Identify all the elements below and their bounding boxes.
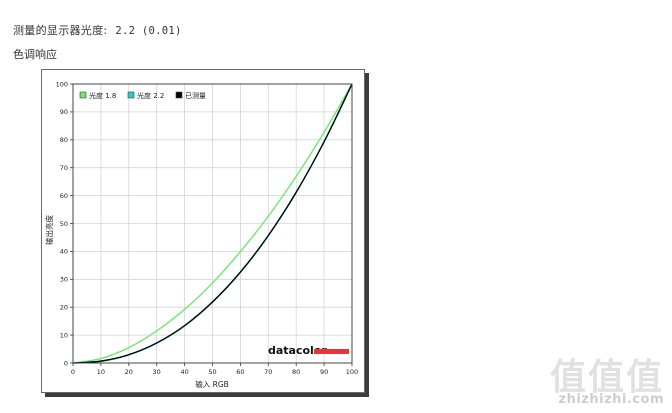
legend-swatch-3	[175, 91, 183, 99]
watermark-logo: 值值值	[549, 357, 664, 398]
chart-svg: 0 10 20 30 40 50 60 70 80 90 100 0 10 20 30 40 50 60 70 80 9…	[44, 80, 359, 389]
tone-response-chart: 0 10 20 30 40 50 60 70 80 90 100 0 10 20 30 40 50 60 70 80 9…	[41, 69, 365, 393]
chart-curves	[72, 83, 353, 364]
x-tick-label: 100	[346, 368, 358, 376]
y-tick-label: 30	[60, 276, 68, 284]
logo-text: datacolor	[268, 344, 327, 357]
x-tick-label: 50	[208, 368, 216, 376]
y-tick-label: 60	[60, 192, 68, 200]
y-tick-label: 20	[60, 304, 68, 312]
datacolor-logo: datacolor	[268, 344, 349, 357]
x-tick-label: 30	[153, 368, 161, 376]
y-tick-label: 90	[60, 108, 68, 116]
logo-bar	[314, 349, 349, 354]
y-tick-label: 50	[60, 220, 68, 228]
y-tick-label: 70	[60, 164, 68, 172]
x-tick-label: 90	[320, 368, 328, 376]
chart-legend: 光度 1.8 光度 2.2 已测量	[79, 91, 206, 100]
gamma-value: 2.2 (0.01)	[115, 25, 182, 37]
y-tick-label: 40	[60, 248, 68, 256]
y-tick-label: 10	[60, 331, 68, 339]
y-tick-label: 100	[56, 80, 68, 88]
plot-frame	[72, 83, 353, 364]
y-axis-label: 输出亮度	[44, 215, 54, 245]
legend-swatch-2	[127, 91, 135, 99]
legend-label-2: 光度 2.2	[137, 91, 164, 100]
gamma-label: 测量的显示器光度:	[13, 24, 108, 37]
gamma-heading: 测量的显示器光度: 2.2 (0.01)	[13, 22, 182, 38]
section-title: 色调响应	[13, 48, 57, 61]
x-axis-label: 输入 RGB	[195, 379, 229, 389]
y-tick-label: 80	[60, 136, 68, 144]
x-tick-label: 10	[97, 368, 105, 376]
x-tick-label: 0	[71, 368, 75, 376]
series-line-3	[72, 83, 353, 364]
legend-swatch-1	[79, 91, 87, 99]
x-tick-label: 20	[125, 368, 133, 376]
x-tick-label: 40	[180, 368, 188, 376]
legend-label-3: 已测量	[185, 92, 206, 100]
legend-label-1: 光度 1.8	[89, 91, 116, 100]
chart-axes: 0 10 20 30 40 50 60 70 80 90 100 0 10 20 30 40 50 60 70 80 9…	[56, 80, 359, 376]
chart-grid	[73, 84, 352, 363]
watermark-url: zhizhizhi.com	[558, 392, 664, 407]
x-tick-label: 80	[292, 368, 300, 376]
y-tick-label: 0	[64, 359, 68, 367]
x-tick-label: 70	[264, 368, 272, 376]
series-line-1	[72, 83, 353, 364]
x-tick-label: 60	[236, 368, 244, 376]
